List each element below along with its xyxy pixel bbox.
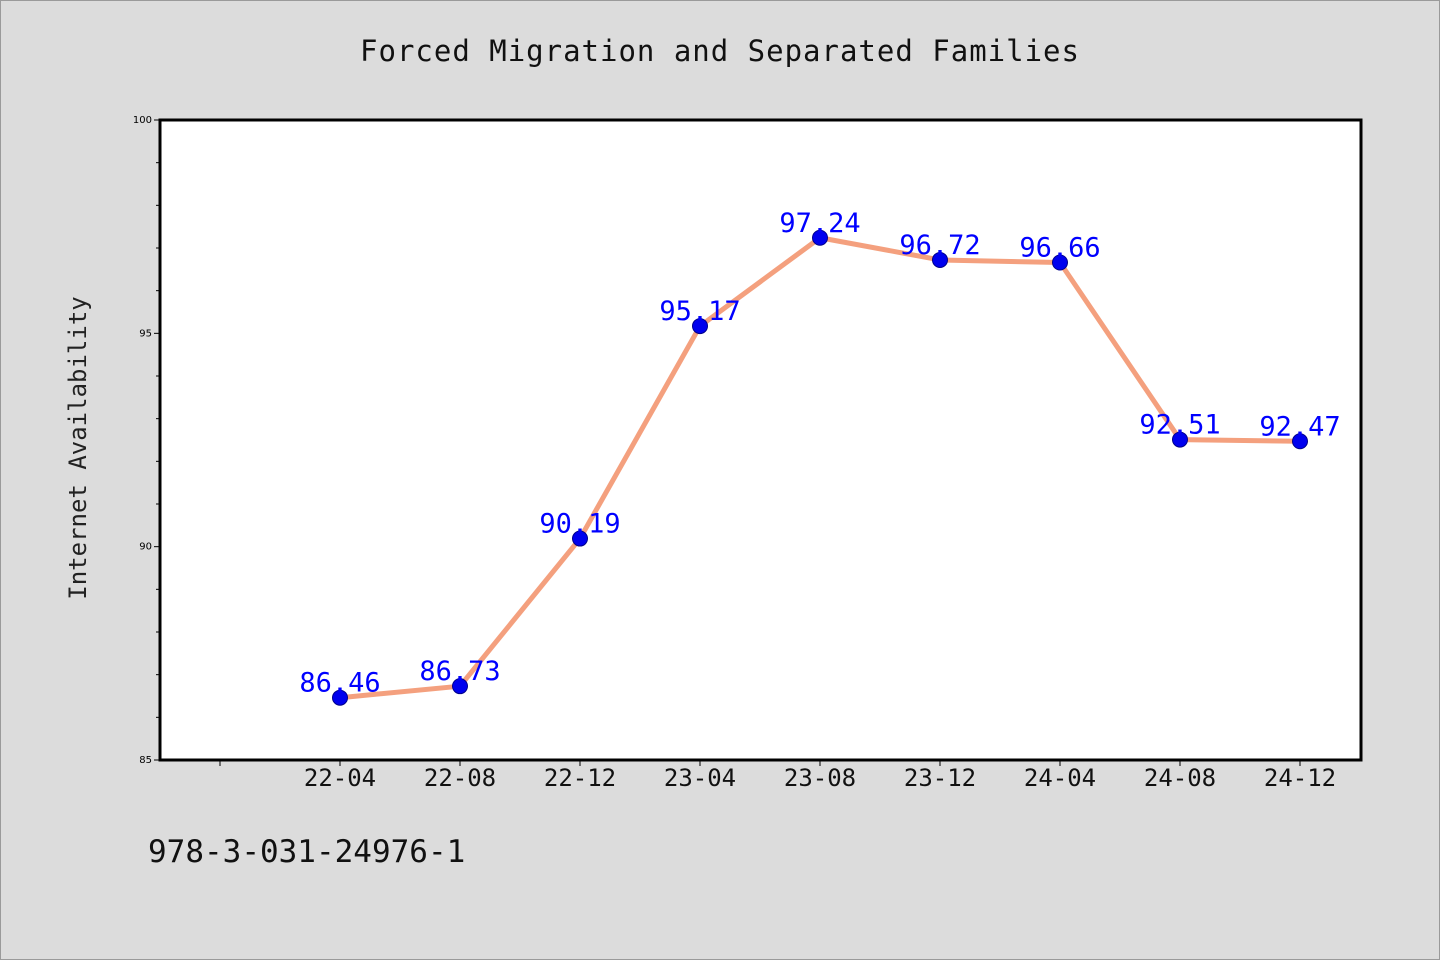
- y-tick-label: 90: [139, 542, 152, 553]
- footer-code: 978-3-031-24976-1: [148, 834, 466, 870]
- x-tick-label: 23-08: [784, 764, 856, 792]
- y-axis: 85 90 95 100: [133, 115, 160, 766]
- data-point: [932, 251, 948, 268]
- data-point: [452, 678, 468, 695]
- data-point: [1172, 431, 1188, 448]
- data-label: 96.72: [899, 230, 980, 261]
- data-label: 96.66: [1019, 233, 1100, 264]
- x-tick-label: 24-08: [1144, 764, 1216, 792]
- data-point: [692, 318, 708, 335]
- chart-title: Forced Migration and Separated Families: [360, 34, 1080, 68]
- data-label: 97.24: [779, 208, 860, 239]
- data-point: [1052, 254, 1068, 271]
- series-layer: 86.46 86.73 90.19 95.17 97.24 96.72 96.66 92.51…: [299, 208, 1341, 706]
- data-label: 86.73: [419, 656, 500, 687]
- data-label: 92.47: [1259, 411, 1340, 442]
- x-tick-label: 23-04: [664, 764, 736, 792]
- data-label: 92.51: [1139, 410, 1220, 441]
- y-tick-label: 95: [139, 328, 152, 339]
- x-tick-label: 24-12: [1264, 764, 1336, 792]
- data-label: 90.19: [539, 509, 620, 540]
- plot-area: [158, 118, 1363, 762]
- data-point: [332, 689, 348, 706]
- x-axis: 22-04 22-08 22-12 23-04 23-08 23-12 24-04 24-08…: [219, 760, 1336, 792]
- y-axis-label: Internet Availability: [64, 296, 92, 599]
- data-label: 86.46: [299, 668, 380, 699]
- data-point: [572, 530, 588, 547]
- data-label: 95.17: [659, 296, 740, 327]
- x-tick-label: 24-04: [1024, 764, 1096, 792]
- y-tick-label: 85: [139, 755, 152, 766]
- data-point: [812, 229, 828, 246]
- x-tick-label: 22-12: [544, 764, 616, 792]
- x-tick-label: 22-04: [304, 764, 376, 792]
- y-tick-label: 100: [133, 115, 152, 126]
- x-tick-label: 22-08: [424, 764, 496, 792]
- data-point: [1292, 433, 1308, 450]
- x-tick-label: 23-12: [904, 764, 976, 792]
